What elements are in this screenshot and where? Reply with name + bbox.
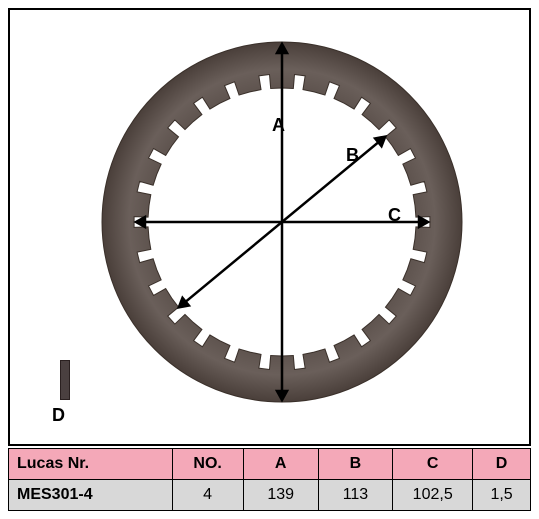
table-header-row: Lucas Nr. NO. A B C D xyxy=(9,449,531,480)
cell-b: 113 xyxy=(318,480,393,511)
container: A B C D Lucas Nr. NO. A B C D MES301-4 4… xyxy=(0,0,539,519)
table-row: MES301-4 4 139 113 102,5 1,5 xyxy=(9,480,531,511)
diagram-frame: A B C D xyxy=(8,8,531,446)
col-header-c: C xyxy=(393,449,473,480)
label-b: B xyxy=(346,145,359,166)
col-header-no: NO. xyxy=(172,449,243,480)
cell-a: 139 xyxy=(243,480,318,511)
cell-c: 102,5 xyxy=(393,480,473,511)
col-header-d: D xyxy=(473,449,531,480)
label-d: D xyxy=(52,405,65,426)
spec-table: Lucas Nr. NO. A B C D MES301-4 4 139 113… xyxy=(8,448,531,511)
label-a: A xyxy=(272,115,285,136)
col-header-lucas: Lucas Nr. xyxy=(9,449,173,480)
cell-lucas: MES301-4 xyxy=(9,480,173,511)
disc-diagram xyxy=(10,10,529,444)
cell-d: 1,5 xyxy=(473,480,531,511)
label-c: C xyxy=(388,205,401,226)
col-header-a: A xyxy=(243,449,318,480)
thickness-indicator xyxy=(60,360,70,400)
cell-no: 4 xyxy=(172,480,243,511)
col-header-b: B xyxy=(318,449,393,480)
